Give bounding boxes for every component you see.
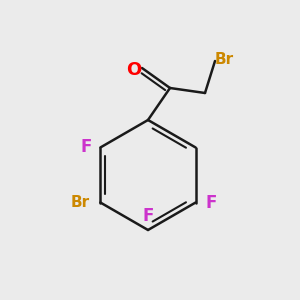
Text: F: F xyxy=(206,194,217,211)
Text: O: O xyxy=(126,61,142,79)
Text: Br: Br xyxy=(214,52,234,68)
Text: Br: Br xyxy=(71,195,90,210)
Text: F: F xyxy=(142,207,154,225)
Text: F: F xyxy=(81,139,92,157)
